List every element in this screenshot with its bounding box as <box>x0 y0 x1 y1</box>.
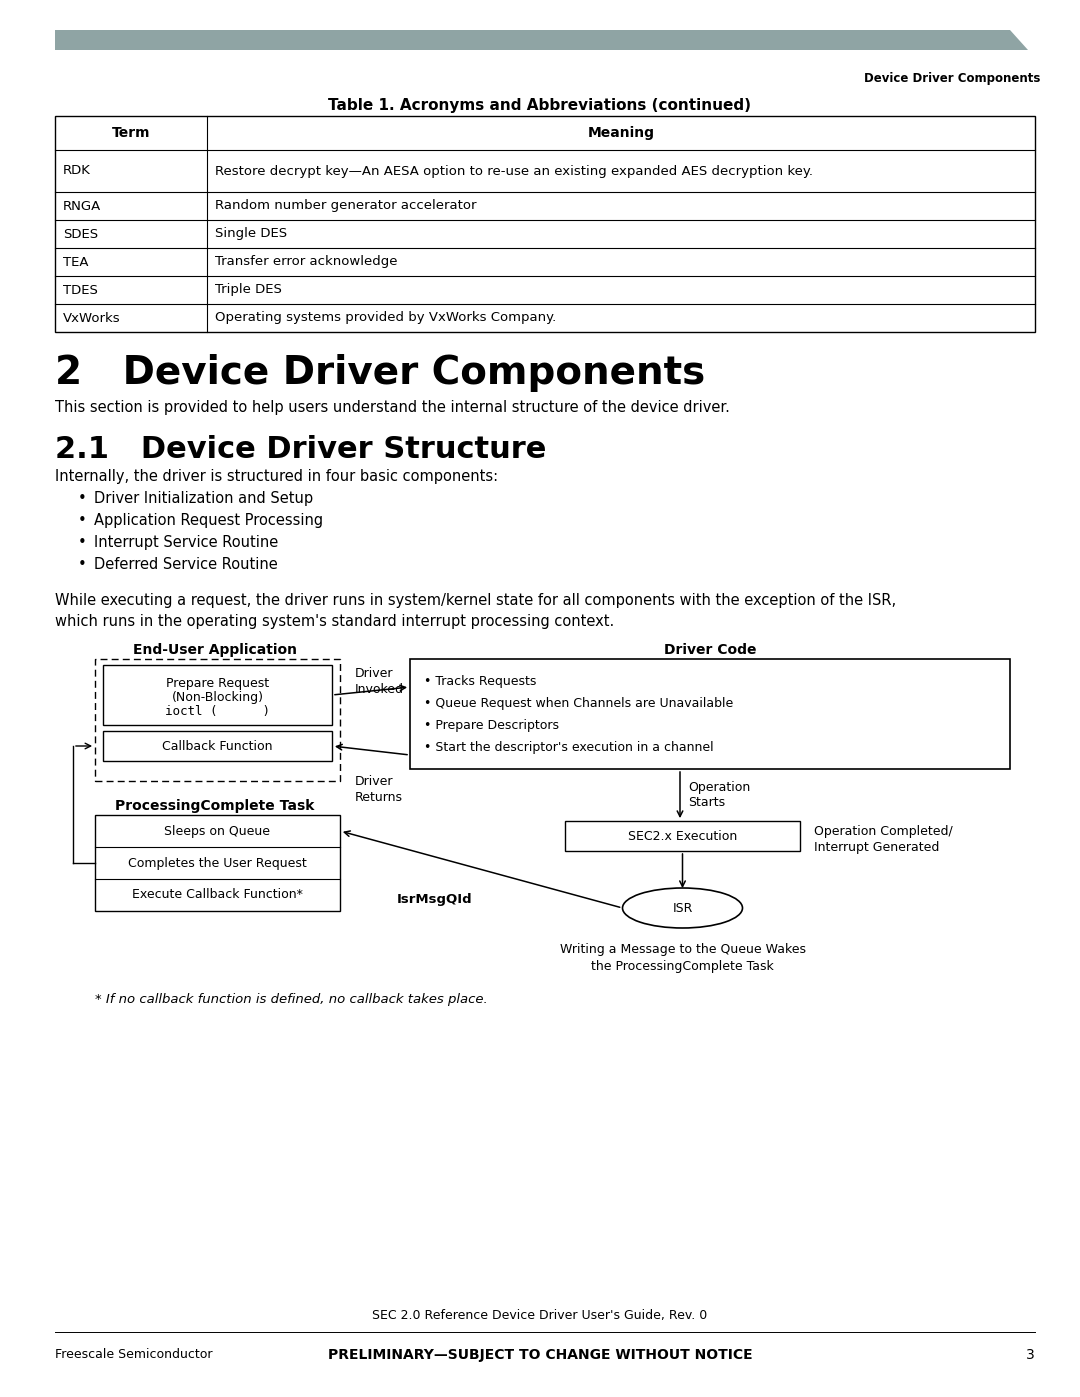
Text: Writing a Message to the Queue Wakes
the ProcessingComplete Task: Writing a Message to the Queue Wakes the… <box>559 943 806 972</box>
Text: Random number generator accelerator: Random number generator accelerator <box>215 200 476 212</box>
Text: Sleeps on Queue: Sleeps on Queue <box>164 824 270 837</box>
Text: •: • <box>78 490 86 506</box>
Text: Application Request Processing: Application Request Processing <box>94 513 323 528</box>
Bar <box>95 659 340 781</box>
Bar <box>103 731 332 761</box>
Text: PRELIMINARY—SUBJECT TO CHANGE WITHOUT NOTICE: PRELIMINARY—SUBJECT TO CHANGE WITHOUT NO… <box>327 1348 753 1362</box>
Text: • Start the descriptor's execution in a channel: • Start the descriptor's execution in a … <box>424 740 714 754</box>
Text: End-User Application: End-User Application <box>133 643 297 657</box>
Text: •: • <box>78 535 86 550</box>
Bar <box>55 116 1035 332</box>
Text: (Non-Blocking): (Non-Blocking) <box>172 692 264 704</box>
Text: Driver Initialization and Setup: Driver Initialization and Setup <box>94 490 313 506</box>
Text: VxWorks: VxWorks <box>63 312 121 324</box>
Text: Completes the User Request: Completes the User Request <box>129 856 307 869</box>
Text: * If no callback function is defined, no callback takes place.: * If no callback function is defined, no… <box>95 993 488 1006</box>
Text: ioctl (      ): ioctl ( ) <box>165 705 270 718</box>
Text: Driver
Invoked: Driver Invoked <box>355 666 404 696</box>
Text: Term: Term <box>111 126 150 140</box>
Text: Driver Code: Driver Code <box>664 643 756 657</box>
Text: • Queue Request when Channels are Unavailable: • Queue Request when Channels are Unavai… <box>424 697 733 710</box>
Text: This section is provided to help users understand the internal structure of the : This section is provided to help users u… <box>55 400 730 415</box>
Text: Transfer error acknowledge: Transfer error acknowledge <box>215 256 397 268</box>
Bar <box>103 665 332 725</box>
Bar <box>410 659 1010 768</box>
Text: IsrMsgQId: IsrMsgQId <box>397 894 473 907</box>
Text: SEC2.x Execution: SEC2.x Execution <box>627 830 738 842</box>
Text: Table 1. Acronyms and Abbreviations (continued): Table 1. Acronyms and Abbreviations (con… <box>328 98 752 113</box>
Text: Freescale Semiconductor: Freescale Semiconductor <box>55 1348 213 1361</box>
Text: • Prepare Descriptors: • Prepare Descriptors <box>424 719 559 732</box>
Text: Prepare Request: Prepare Request <box>166 678 269 690</box>
Text: Execute Callback Function*: Execute Callback Function* <box>132 888 302 901</box>
Bar <box>95 814 340 911</box>
Text: •: • <box>78 513 86 528</box>
Text: RNGA: RNGA <box>63 200 102 212</box>
Text: ISR: ISR <box>673 901 692 915</box>
Text: Driver
Returns: Driver Returns <box>355 775 403 805</box>
Polygon shape <box>55 29 1028 50</box>
Ellipse shape <box>622 888 743 928</box>
Text: Triple DES: Triple DES <box>215 284 282 296</box>
Text: 3: 3 <box>1026 1348 1035 1362</box>
Text: Operation Completed/
Interrupt Generated: Operation Completed/ Interrupt Generated <box>814 826 953 855</box>
Text: Deferred Service Routine: Deferred Service Routine <box>94 557 278 571</box>
Text: ProcessingComplete Task: ProcessingComplete Task <box>116 799 314 813</box>
Text: While executing a request, the driver runs in system/kernel state for all compon: While executing a request, the driver ru… <box>55 592 896 629</box>
Text: Operation
Starts: Operation Starts <box>688 781 751 809</box>
Text: • Tracks Requests: • Tracks Requests <box>424 675 537 687</box>
Text: Interrupt Service Routine: Interrupt Service Routine <box>94 535 279 550</box>
Text: 2   Device Driver Components: 2 Device Driver Components <box>55 353 705 393</box>
Text: TDES: TDES <box>63 284 98 296</box>
Text: Single DES: Single DES <box>215 228 287 240</box>
Text: SEC 2.0 Reference Device Driver User's Guide, Rev. 0: SEC 2.0 Reference Device Driver User's G… <box>373 1309 707 1322</box>
Text: Restore decrypt key—An AESA option to re-use an existing expanded AES decryption: Restore decrypt key—An AESA option to re… <box>215 165 813 177</box>
Text: Operating systems provided by VxWorks Company.: Operating systems provided by VxWorks Co… <box>215 312 556 324</box>
Text: RDK: RDK <box>63 165 91 177</box>
Text: •: • <box>78 557 86 571</box>
Text: TEA: TEA <box>63 256 89 268</box>
Text: Callback Function: Callback Function <box>162 739 273 753</box>
Text: 2.1   Device Driver Structure: 2.1 Device Driver Structure <box>55 434 546 464</box>
Text: Internally, the driver is structured in four basic components:: Internally, the driver is structured in … <box>55 469 498 483</box>
Text: Device Driver Components: Device Driver Components <box>864 73 1040 85</box>
Bar <box>565 821 800 851</box>
Text: Meaning: Meaning <box>588 126 654 140</box>
Text: SDES: SDES <box>63 228 98 240</box>
